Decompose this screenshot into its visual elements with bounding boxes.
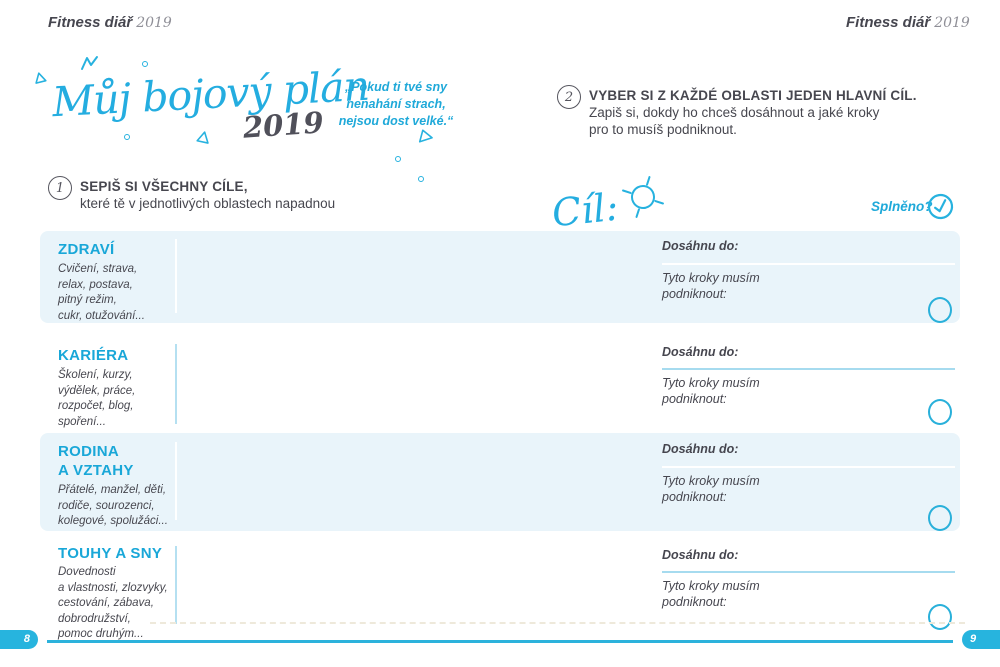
section-row-touhy-a-sny: TOUHY A SNY Dovednosti a vlastnosti, zlo… [40, 538, 960, 640]
dot-doodle-icon [142, 61, 148, 67]
footer-rule [47, 640, 953, 643]
empty-circle-checkbox[interactable] [928, 505, 952, 531]
step-2-body: Zapiš si, dokdy ho chceš dosáhnout a jak… [589, 105, 880, 137]
steps-to-take-label: Tyto kroky musím podniknout: [662, 474, 760, 504]
section-title: TOUHY A SNY [58, 545, 163, 562]
section-title: RODINA A VZTAHY [58, 443, 134, 479]
triangle-doodle-icon [196, 131, 209, 144]
step-number-2-label: 2 [564, 89, 574, 105]
step-1-heading: SEPIŠ SI VŠECHNY CÍLE, [80, 179, 248, 194]
target-crosshair-icon [622, 176, 664, 218]
goal-label: Cíl: [549, 184, 621, 236]
step-2-heading: VYBER SI Z KAŽDÉ OBLASTI JEDEN HLAVNÍ CÍ… [589, 88, 917, 103]
column-divider [175, 239, 177, 313]
header-left: Fitness diář 2019 [48, 14, 172, 31]
brand-name: Fitness diář [846, 14, 931, 31]
step-number-1-label: 1 [55, 180, 65, 196]
page-number-left: 8 [0, 630, 38, 649]
reach-by-label: Dosáhnu do: [662, 442, 739, 456]
triangle-doodle-icon [418, 129, 433, 143]
zigzag-doodle-icon [81, 56, 98, 70]
reach-by-line [662, 368, 955, 370]
reach-by-label: Dosáhnu do: [662, 239, 739, 253]
section-title: KARIÉRA [58, 347, 129, 364]
section-row-kariera: KARIÉRA Školení, kurzy, výdělek, práce, … [40, 338, 960, 438]
brand-year: 2019 [136, 15, 172, 31]
section-row-rodina-a-vztahy: RODINA A VZTAHY Přátelé, manžel, děti, r… [40, 433, 960, 531]
reach-by-label: Dosáhnu do: [662, 548, 739, 562]
empty-circle-checkbox[interactable] [928, 297, 952, 323]
steps-to-take-label: Tyto kroky musím podniknout: [662, 376, 760, 406]
brand-name: Fitness diář [48, 14, 133, 31]
section-row-zdravi: ZDRAVÍ Cvičení, strava, relax, postava, … [40, 231, 960, 323]
check-circle-icon [927, 193, 954, 220]
section-description: Dovednosti a vlastnosti, zlozvyky, cesto… [58, 566, 168, 640]
step-number-2: 2 [557, 85, 581, 109]
empty-circle-checkbox[interactable] [928, 399, 952, 425]
page-title-year: 2019 [241, 105, 325, 145]
reach-by-line [662, 571, 955, 573]
column-divider [175, 442, 177, 520]
section-title: ZDRAVÍ [58, 241, 115, 258]
reach-by-line [662, 263, 955, 265]
perforation-line [150, 622, 965, 624]
step-number-1: 1 [48, 176, 72, 200]
triangle-doodle-icon [35, 72, 47, 84]
steps-to-take-label: Tyto kroky musím podniknout: [662, 271, 760, 301]
steps-to-take-label: Tyto kroky musím podniknout: [662, 579, 760, 609]
dot-doodle-icon [124, 134, 130, 140]
page-number-right: 9 [962, 630, 1000, 649]
step-1-body: které tě v jednotlivých oblastech napadn… [80, 196, 336, 211]
section-description: Cvičení, strava, relax, postava, pitný r… [58, 263, 145, 322]
column-divider [175, 344, 177, 424]
column-divider [175, 546, 177, 624]
motivational-quote: „Pokud ti tvé sny nenahání strach, nejso… [338, 80, 454, 128]
empty-circle-checkbox[interactable] [928, 604, 952, 630]
done-label: Splněno? [871, 199, 933, 214]
section-description: Přátelé, manžel, děti, rodiče, sourozenc… [58, 484, 168, 527]
reach-by-label: Dosáhnu do: [662, 345, 739, 359]
dot-doodle-icon [418, 176, 424, 182]
header-right: Fitness diář 2019 [846, 14, 970, 31]
section-description: Školení, kurzy, výdělek, práce, rozpočet… [58, 369, 136, 428]
reach-by-line [662, 466, 955, 468]
dot-doodle-icon [395, 156, 401, 162]
brand-year: 2019 [934, 15, 970, 31]
